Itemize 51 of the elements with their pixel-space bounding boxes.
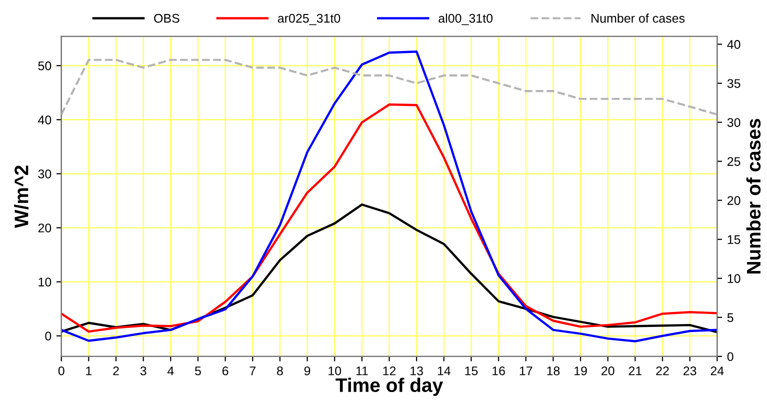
y-tick-label: 40 <box>38 115 52 124</box>
y2-axis-title: Number of cases <box>746 118 761 274</box>
y2-tick-label: 40 <box>727 40 740 49</box>
x-tick-label: 9 <box>304 366 310 376</box>
x-axis-title: Time of day <box>336 378 444 396</box>
x-tick-label: 18 <box>547 366 560 376</box>
x-tick-label: 12 <box>383 366 396 376</box>
x-tick-label: 14 <box>438 366 450 376</box>
x-tick-label: 11 <box>356 366 368 376</box>
x-tick-label: 16 <box>492 366 505 376</box>
x-tick-label: 22 <box>656 366 669 376</box>
x-tick-label: 13 <box>410 366 423 376</box>
x-tick-label: 4 <box>167 366 174 376</box>
x-tick-label: 3 <box>140 366 146 376</box>
y2-tick-label: 5 <box>727 313 734 322</box>
x-tick-label: 8 <box>277 366 283 376</box>
y2-tick-label: 0 <box>727 352 734 362</box>
x-tick-label: 15 <box>465 366 478 376</box>
y-tick-label: 50 <box>38 61 52 70</box>
y2-tick-label: 30 <box>727 118 740 127</box>
line-series <box>61 203 718 334</box>
x-tick-label: 10 <box>328 366 342 376</box>
y-tick-label: 30 <box>38 170 52 178</box>
line-series <box>61 58 718 116</box>
line-series <box>61 103 718 333</box>
legend-label: al00_31t0 <box>438 14 493 26</box>
x-tick-label: 20 <box>602 366 614 376</box>
y-tick-label: 10 <box>38 278 52 286</box>
x-tick-label: 0 <box>58 366 64 376</box>
x-tick-label: 6 <box>222 366 228 376</box>
x-tick-label: 23 <box>684 366 696 376</box>
legend-label: Number of cases <box>592 14 685 23</box>
x-tick-label: 5 <box>195 366 201 376</box>
y2-tick-label: 10 <box>728 274 740 284</box>
y2-tick-label: 35 <box>727 79 740 88</box>
x-tick-label: 19 <box>574 366 587 376</box>
y2-tick-label: 15 <box>728 235 740 244</box>
line-series <box>61 50 718 342</box>
x-tick-label: 7 <box>250 366 256 376</box>
x-tick-label: 1 <box>86 366 92 376</box>
legend-label: ar025_31t0 <box>278 14 340 26</box>
x-tick-label: 21 <box>628 366 642 376</box>
x-tick-label: 2 <box>113 366 119 376</box>
x-tick-label: 24 <box>710 366 724 376</box>
y-tick-label: 0 <box>45 332 52 341</box>
x-tick-label: 17 <box>520 366 532 376</box>
y-axis-title: W/m^2 <box>14 166 29 228</box>
y2-tick-label: 25 <box>727 157 740 166</box>
y2-tick-label: 20 <box>727 196 740 205</box>
legend-label: OBS <box>154 14 180 23</box>
y-tick-label: 20 <box>38 224 52 232</box>
